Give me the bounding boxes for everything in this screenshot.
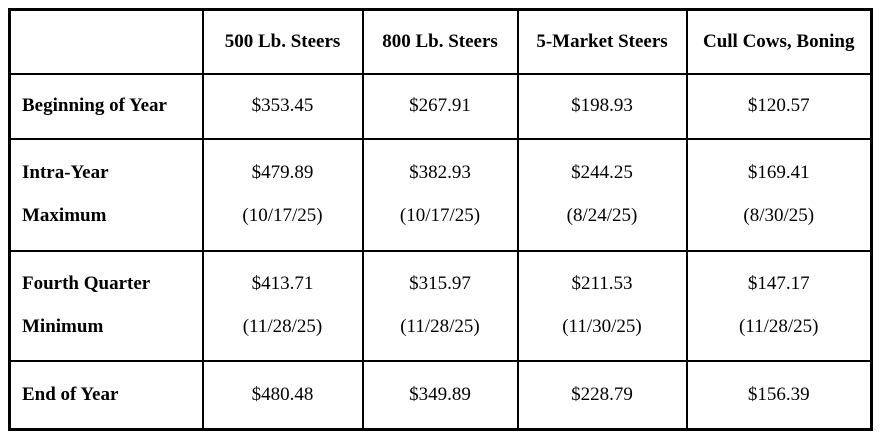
price-cell: $228.79 [516,359,688,431]
row-label: Intra-Year Maximum [8,137,204,252]
price-value: $479.89 [251,162,314,183]
row-label-text: Intra-Year [22,162,109,183]
price-cell: $120.57 [685,72,873,140]
price-cell: $353.45 [201,72,364,140]
price-date: (11/28/25) [400,316,480,337]
price-cell: $198.93 [516,72,688,140]
row-label: End of Year [8,359,204,431]
price-date: (8/24/25) [566,205,638,226]
price-value: $147.17 [747,273,810,294]
row-label-text: Fourth Quarter [22,273,151,294]
price-value: $353.45 [251,95,314,116]
price-cell: $267.91 [361,72,519,140]
price-cell: $480.48 [201,359,364,431]
corner-cell [8,8,204,75]
price-value: $120.57 [747,95,810,116]
price-cell: $413.71 (11/28/25) [201,249,364,362]
price-value: $244.25 [571,162,633,183]
price-value: $267.91 [409,95,471,116]
row-label-text: Minimum [22,316,104,337]
row-label-text: Maximum [22,205,107,226]
price-cell: $479.89 (10/17/25) [201,137,364,252]
row-label: Fourth Quarter Minimum [8,249,204,362]
column-header-800lb-steers: 800 Lb. Steers [361,8,519,75]
table-row-fourth-quarter-minimum: Fourth Quarter Minimum $413.71 (11/28/25… [8,249,873,362]
row-label-text: End of Year [22,383,119,405]
price-cell: $382.93 (10/17/25) [361,137,519,252]
price-value: $413.71 [251,273,314,294]
price-cell: $156.39 [685,359,873,431]
price-date: (11/30/25) [562,316,642,337]
price-cell: $147.17 (11/28/25) [685,249,873,362]
price-date: (10/17/25) [242,205,323,226]
price-date: (8/30/25) [743,205,815,226]
price-value: $169.41 [747,162,810,183]
cattle-price-table: 500 Lb. Steers 800 Lb. Steers 5-Market S… [8,8,873,431]
price-value: $156.39 [747,383,810,405]
price-value: $211.53 [571,273,633,294]
price-cell: $244.25 (8/24/25) [516,137,688,252]
price-cell: $349.89 [361,359,519,431]
price-value: $315.97 [409,273,471,294]
price-cell: $169.41 (8/30/25) [685,137,873,252]
row-label: Beginning of Year [8,72,204,140]
price-date: (11/28/25) [242,316,323,337]
price-value: $480.48 [251,383,314,405]
column-header-5-market-steers: 5-Market Steers [516,8,688,75]
column-header-cull-cows-boning: Cull Cows, Boning [685,8,873,75]
table-row-end-of-year: End of Year $480.48 $349.89 $228.79 [8,359,873,431]
price-cell: $315.97 (11/28/25) [361,249,519,362]
header-row: 500 Lb. Steers 800 Lb. Steers 5-Market S… [8,8,873,75]
column-header-500lb-steers: 500 Lb. Steers [201,8,364,75]
price-cell: $211.53 (11/30/25) [516,249,688,362]
price-date: (11/28/25) [738,316,819,337]
price-value: $349.89 [409,383,471,405]
table-row-beginning-of-year: Beginning of Year $353.45 $267.91 $198.9… [8,72,873,140]
price-value: $382.93 [409,162,471,183]
price-value: $228.79 [571,383,633,405]
row-label-text: Beginning of Year [22,95,167,116]
table-row-intra-year-maximum: Intra-Year Maximum $479.89 (10/17/25) $3… [8,137,873,252]
price-date: (10/17/25) [399,205,481,226]
price-value: $198.93 [571,95,633,116]
